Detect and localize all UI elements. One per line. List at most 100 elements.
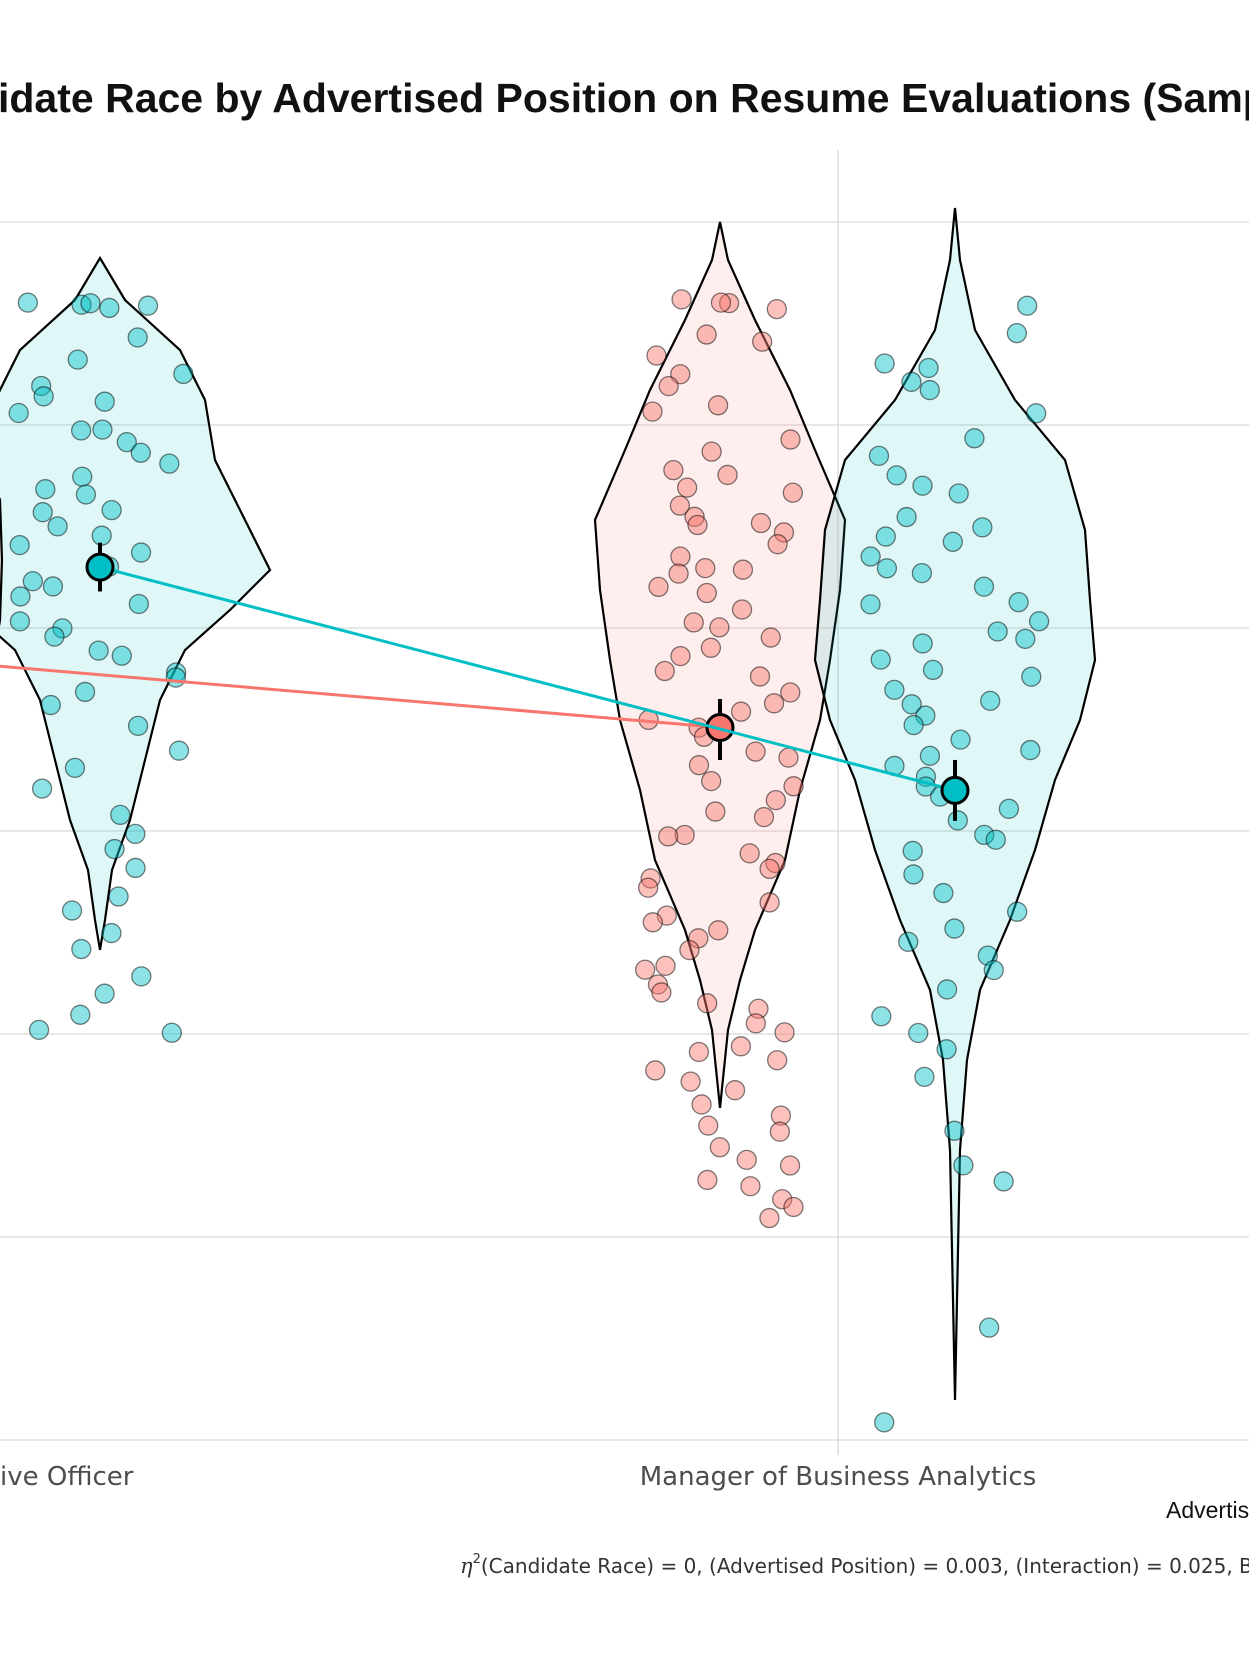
- data-point: [767, 534, 788, 555]
- data-point: [127, 715, 149, 736]
- data-point: [944, 1120, 965, 1141]
- data-point: [64, 757, 86, 779]
- data-point: [736, 1149, 757, 1171]
- data-point: [165, 667, 186, 688]
- data-point: [896, 506, 917, 528]
- data-point: [700, 637, 722, 658]
- data-point: [116, 431, 137, 453]
- data-point: [783, 1196, 804, 1218]
- data-point: [695, 557, 716, 579]
- data-point: [752, 331, 773, 352]
- data-point: [8, 402, 29, 424]
- data-point: [642, 912, 663, 933]
- data-point: [696, 324, 717, 345]
- data-point: [782, 482, 803, 503]
- data-point: [101, 922, 122, 944]
- data-point: [680, 1071, 701, 1092]
- data-point: [760, 627, 781, 648]
- violin: [0, 497, 4, 627]
- data-point: [1015, 628, 1036, 650]
- data-point: [705, 801, 726, 822]
- data-point: [780, 429, 801, 450]
- data-point: [161, 1022, 182, 1043]
- data-point: [709, 1137, 730, 1158]
- data-point: [125, 823, 146, 845]
- data-point: [71, 938, 92, 960]
- data-point: [912, 475, 933, 496]
- data-point: [779, 1155, 801, 1176]
- svg-text:η2(Candidate Race) = 0, (Adver: η2(Candidate Race) = 0, (Advertised Posi…: [460, 1552, 1249, 1578]
- data-point: [125, 857, 146, 879]
- mean-point: [85, 552, 115, 582]
- data-point: [1017, 295, 1038, 316]
- data-point: [767, 1050, 788, 1071]
- data-point: [980, 690, 1001, 712]
- data-point: [770, 1105, 792, 1126]
- data-point: [645, 1060, 666, 1081]
- data-point: [948, 483, 969, 504]
- data-point: [654, 660, 675, 682]
- data-point: [763, 693, 785, 714]
- data-point: [642, 401, 663, 422]
- data-point: [669, 495, 691, 516]
- mean-line: [0, 664, 721, 729]
- data-point: [687, 514, 708, 536]
- data-point: [707, 395, 729, 416]
- data-point: [658, 375, 679, 397]
- data-point: [730, 1036, 752, 1057]
- data-point: [137, 295, 159, 316]
- data-point: [870, 649, 891, 670]
- data-point: [648, 576, 669, 598]
- x-tick-label: ive Officer: [0, 1462, 134, 1492]
- data-point: [944, 918, 965, 939]
- data-point: [17, 292, 38, 313]
- data-point: [104, 838, 125, 860]
- data-point: [739, 843, 760, 864]
- data-point: [31, 778, 53, 799]
- data-point: [953, 1155, 974, 1176]
- mean-line: [99, 565, 956, 792]
- data-point: [44, 626, 65, 647]
- data-point: [697, 993, 718, 1014]
- data-point: [876, 558, 898, 579]
- data-point: [985, 829, 1006, 850]
- data-point: [634, 959, 656, 980]
- data-point: [774, 1022, 795, 1043]
- chart-title: idate Race by Advertised Position on Res…: [0, 75, 1249, 121]
- data-point: [759, 1207, 780, 1229]
- data-point: [860, 546, 881, 567]
- data-point: [874, 353, 895, 374]
- data-point: [936, 1039, 957, 1060]
- data-point: [91, 525, 112, 546]
- data-point: [698, 1115, 719, 1136]
- data-point: [22, 571, 43, 592]
- data-point: [663, 460, 684, 481]
- data-point: [47, 516, 68, 537]
- mean-point: [940, 775, 970, 805]
- data-point: [886, 465, 907, 486]
- data-point: [668, 563, 689, 584]
- data-point: [778, 747, 799, 768]
- data-point: [983, 959, 1004, 981]
- data-point: [679, 939, 700, 961]
- data-point: [683, 612, 704, 633]
- data-point: [127, 327, 148, 348]
- data-point: [110, 804, 131, 826]
- data-point: [912, 633, 933, 654]
- data-point: [884, 679, 905, 701]
- data-point: [871, 1006, 892, 1027]
- data-point: [933, 882, 954, 904]
- data-point: [99, 297, 120, 319]
- data-point: [709, 617, 730, 638]
- data-point: [1028, 611, 1050, 632]
- data-point: [638, 877, 659, 898]
- data-point: [9, 611, 31, 632]
- violin: [0, 255, 272, 951]
- data-point: [718, 292, 740, 314]
- data-point: [33, 386, 54, 407]
- data-point: [670, 546, 691, 567]
- data-point: [745, 1013, 766, 1034]
- x-axis-title: Advertise: [1166, 1497, 1249, 1523]
- data-point: [173, 363, 194, 385]
- data-point: [674, 824, 695, 846]
